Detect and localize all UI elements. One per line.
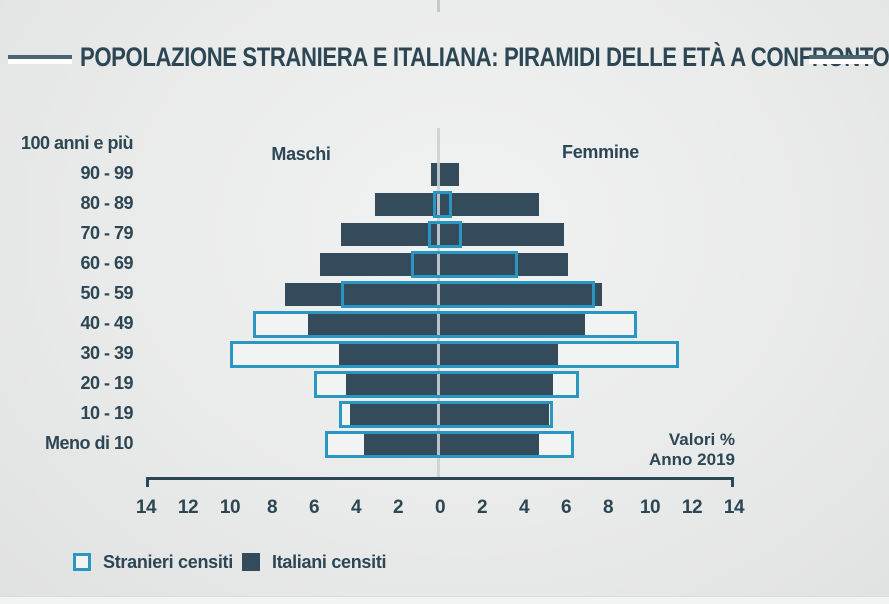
age-group-label: 90 - 99 [80,163,133,183]
x-axis-tick: 10 [219,497,241,518]
note-line-1: Valori % [668,430,735,449]
stranieri-bar-outline [410,251,518,278]
x-axis-tick: 8 [602,497,614,518]
italiani-bar [284,283,602,306]
x-axis-tick: 12 [681,497,703,518]
age-group-label: 10 - 19 [80,403,133,423]
age-group-label: Meno di 10 [44,433,134,453]
title-row: POPOLAZIONE STRANIERA E ITALIANA: PIRAMI… [0,42,889,78]
x-axis-tick: 8 [266,497,278,518]
italiani-bar [339,343,558,366]
title-dash-right [809,55,873,64]
x-axis-tick: 2 [476,497,488,518]
values-note: Valori % Anno 2019 [555,430,735,470]
x-axis-tick: 14 [135,497,157,518]
x-axis-tick: 6 [560,497,572,518]
age-group-label: 60 - 69 [80,253,133,273]
top-axis-notch [437,0,440,12]
legend-label-stranieri: Stranieri censiti [103,552,233,572]
italiani-swatch-icon [242,553,260,571]
note-line-2: Anno 2019 [649,450,735,469]
age-group-label: 80 - 89 [80,193,133,213]
stranieri-swatch-icon [73,553,91,571]
age-group-label: 50 - 59 [80,283,133,303]
x-axis-tick: 14 [723,497,745,518]
stranieri-bar-outline [230,341,680,368]
page-title: POPOLAZIONE STRANIERA E ITALIANA: PIRAMI… [80,42,889,72]
center-axis-line [437,128,440,477]
x-axis-tick: 6 [308,497,320,518]
age-group-label: 40 - 49 [80,313,133,333]
x-axis-tick: 10 [639,497,661,518]
italiani-bar [364,433,539,456]
italiani-bar [345,373,554,396]
stranieri-bar-outline [432,191,452,218]
italiani-bar [307,313,585,336]
stranieri-bar-outline [324,431,575,458]
age-group-label: 30 - 39 [80,343,133,363]
stranieri-bar-outline [341,281,596,308]
x-axis-tick: 0 [434,497,446,518]
female-side-label: Femmine [562,142,639,162]
stranieri-bar-outline [339,401,554,428]
age-group-label: 20 - 19 [80,373,133,393]
italiani-bar [349,403,550,426]
stranieri-bar-outline [314,371,579,398]
age-group-labels: 100 anni e più 90 - 99 80 - 89 70 - 79 60 - … [0,0,135,604]
stranieri-bar-outline [428,221,463,248]
title-dash-left [8,55,72,64]
legend-label-italiani: Italiani censiti [272,552,387,572]
x-axis-tick: 2 [392,497,404,518]
x-axis-tick: 4 [518,497,530,518]
italiani-bar [341,223,564,246]
italiani-bar [374,193,539,216]
stranieri-bar-outline [253,311,638,338]
male-side-label: Maschi [271,144,331,164]
italiani-bar [430,163,459,186]
italiani-bar [320,253,569,276]
x-axis-bracket [146,477,734,487]
slide-bottom-edge [0,596,889,604]
x-axis-tick: 12 [177,497,199,518]
age-group-label: 100 anni e più [20,133,134,153]
age-group-label: 70 - 79 [80,223,133,243]
x-axis-tick: 4 [350,497,362,518]
